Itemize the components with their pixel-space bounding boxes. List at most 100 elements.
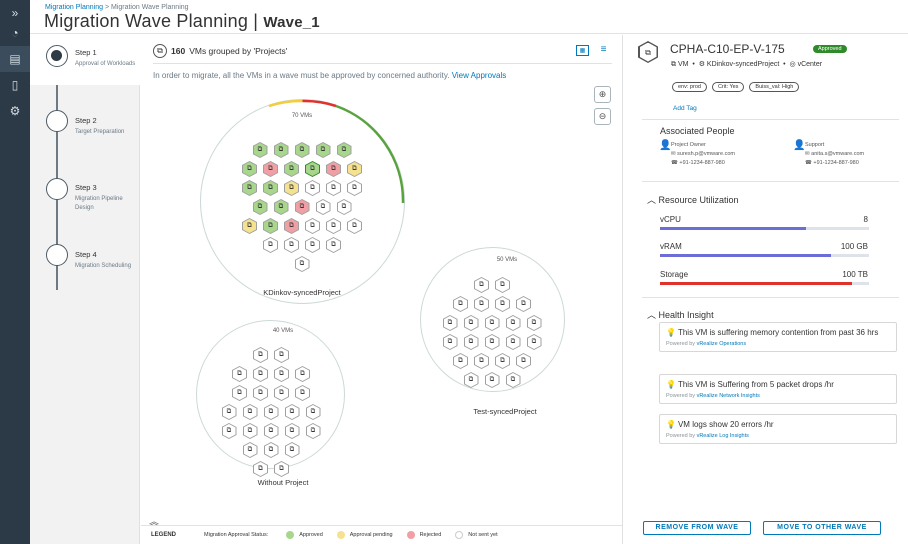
vm-hex[interactable]: ⧉ bbox=[453, 296, 468, 312]
tag-crit[interactable]: Crit: Yes bbox=[711, 82, 745, 92]
zoom-out-icon[interactable]: ⊖ bbox=[594, 108, 611, 125]
vm-hex[interactable]: ⧉ bbox=[463, 372, 479, 388]
vm-hex[interactable]: ⧉ bbox=[326, 237, 341, 253]
vm-hex[interactable]: ⧉ bbox=[495, 296, 510, 312]
vm-hex[interactable]: ⧉ bbox=[284, 180, 299, 196]
vm-hex[interactable]: ⧉ bbox=[263, 423, 279, 439]
vm-hex[interactable]: ⧉ bbox=[326, 161, 341, 177]
vm-hex[interactable]: ⧉ bbox=[284, 237, 299, 253]
cluster-kdinkov[interactable] bbox=[200, 99, 405, 304]
step-2[interactable]: Step 2 Target Preparation bbox=[30, 105, 140, 155]
vm-hex[interactable]: ⧉ bbox=[263, 442, 279, 458]
vm-hex[interactable]: ⧉ bbox=[242, 161, 257, 177]
vm-hex[interactable]: ⧉ bbox=[474, 353, 489, 369]
vm-hex[interactable]: ⧉ bbox=[253, 385, 268, 401]
expand-icon[interactable]: » bbox=[11, 6, 19, 20]
vm-hex[interactable]: ⧉ bbox=[295, 385, 310, 401]
vm-hex[interactable]: ⧉ bbox=[294, 142, 310, 158]
vrealize-network-link[interactable]: vRealize Network Insights bbox=[696, 393, 760, 399]
step-4[interactable]: Step 4 Migration Scheduling bbox=[30, 242, 140, 292]
remove-from-wave-button[interactable]: REMOVE FROM WAVE bbox=[643, 521, 751, 535]
vm-hex[interactable]: ⧉ bbox=[305, 218, 320, 234]
vrealize-operations-link[interactable]: vRealize Operations bbox=[696, 341, 747, 347]
vm-hex[interactable]: ⧉ bbox=[336, 142, 352, 158]
vm-hex[interactable]: ⧉ bbox=[263, 218, 278, 234]
vm-hex[interactable]: ⧉ bbox=[516, 296, 531, 312]
vm-hex[interactable]: ⧉ bbox=[484, 372, 500, 388]
vm-hex[interactable]: ⧉ bbox=[294, 256, 310, 272]
vm-hex[interactable]: ⧉ bbox=[347, 218, 362, 234]
vm-hex[interactable]: ⧉ bbox=[242, 218, 257, 234]
view-approvals-link[interactable]: View Approvals bbox=[451, 71, 507, 80]
vm-hex[interactable]: ⧉ bbox=[347, 161, 362, 177]
breadcrumb-parent[interactable]: Migration Planning bbox=[45, 4, 103, 11]
vm-hex[interactable]: ⧉ bbox=[284, 218, 299, 234]
vm-hex[interactable]: ⧉ bbox=[505, 334, 521, 350]
vm-hex[interactable]: ⧉ bbox=[242, 423, 258, 439]
vm-hex[interactable]: ⧉ bbox=[242, 404, 258, 420]
cluster-without-project[interactable] bbox=[196, 320, 345, 469]
vm-hex[interactable]: ⧉ bbox=[305, 423, 321, 439]
zoom-in-icon[interactable]: ⊕ bbox=[594, 86, 611, 103]
vm-hex[interactable]: ⧉ bbox=[253, 366, 268, 382]
vm-hex[interactable]: ⧉ bbox=[294, 199, 310, 215]
vm-hex[interactable]: ⧉ bbox=[336, 199, 352, 215]
vm-hex[interactable]: ⧉ bbox=[274, 461, 289, 477]
vm-hex[interactable]: ⧉ bbox=[284, 404, 300, 420]
grid-view-icon[interactable]: ▦ bbox=[576, 45, 589, 56]
vm-hex[interactable]: ⧉ bbox=[263, 180, 278, 196]
vm-hex[interactable]: ⧉ bbox=[516, 353, 531, 369]
vm-hex[interactable]: ⧉ bbox=[505, 315, 521, 331]
vm-hex[interactable]: ⧉ bbox=[463, 315, 479, 331]
vm-hex[interactable]: ⧉ bbox=[474, 277, 489, 293]
vm-hex[interactable]: ⧉ bbox=[274, 347, 289, 363]
vm-hex[interactable]: ⧉ bbox=[284, 423, 300, 439]
vm-hex[interactable]: ⧉ bbox=[484, 334, 500, 350]
vm-hex[interactable]: ⧉ bbox=[305, 404, 321, 420]
collapse-up-icon[interactable]: ︽ bbox=[149, 517, 159, 528]
vm-hex[interactable]: ⧉ bbox=[526, 315, 542, 331]
add-tag-link[interactable]: Add Tag bbox=[673, 105, 697, 112]
tag-buiss-val[interactable]: Buiss_val: High bbox=[749, 82, 800, 92]
vm-hex[interactable]: ⧉ bbox=[263, 404, 279, 420]
vm-hex[interactable]: ⧉ bbox=[242, 442, 258, 458]
document-icon[interactable]: ▯ bbox=[11, 78, 19, 92]
vm-hex[interactable]: ⧉ bbox=[495, 353, 510, 369]
vm-hex[interactable]: ⧉ bbox=[221, 404, 237, 420]
vm-hex[interactable]: ⧉ bbox=[263, 237, 278, 253]
vm-hex[interactable]: ⧉ bbox=[505, 372, 521, 388]
vm-hex[interactable]: ⧉ bbox=[442, 334, 458, 350]
vm-hex[interactable]: ⧉ bbox=[305, 237, 320, 253]
vm-hex[interactable]: ⧉ bbox=[242, 180, 257, 196]
vm-hex[interactable]: ⧉ bbox=[284, 161, 299, 177]
vm-hex[interactable]: ⧉ bbox=[495, 277, 510, 293]
step-1[interactable]: Step 1 Approval of Workloads bbox=[30, 35, 140, 85]
vm-hex[interactable]: ⧉ bbox=[232, 385, 247, 401]
step-3[interactable]: Step 3 Migration Pipeline Design bbox=[30, 175, 140, 225]
vm-hex[interactable]: ⧉ bbox=[305, 180, 320, 196]
dashboard-icon[interactable]: ◔ bbox=[11, 26, 19, 40]
health-insight-header[interactable]: ︿ Health Insight bbox=[647, 308, 714, 321]
vrealize-log-link[interactable]: vRealize Log Insights bbox=[696, 433, 749, 439]
vm-hex[interactable]: ⧉ bbox=[315, 142, 331, 158]
vm-hex[interactable]: ⧉ bbox=[326, 180, 341, 196]
vm-hex[interactable]: ⧉ bbox=[347, 180, 362, 196]
vm-hex[interactable]: ⧉ bbox=[274, 385, 289, 401]
vm-hex[interactable]: ⧉ bbox=[453, 353, 468, 369]
vm-hex[interactable]: ⧉ bbox=[252, 142, 268, 158]
vm-hex[interactable]: ⧉ bbox=[463, 334, 479, 350]
vm-hex[interactable]: ⧉ bbox=[253, 461, 268, 477]
vm-hex[interactable]: ⧉ bbox=[442, 315, 458, 331]
vm-hex[interactable]: ⧉ bbox=[274, 366, 289, 382]
vm-hex[interactable]: ⧉ bbox=[273, 199, 289, 215]
vm-hex[interactable]: ⧉ bbox=[295, 366, 310, 382]
list-view-icon[interactable]: ≡ bbox=[600, 44, 607, 55]
vm-hex[interactable]: ⧉ bbox=[221, 423, 237, 439]
vm-hex[interactable]: ⧉ bbox=[252, 199, 268, 215]
vm-hex[interactable]: ⧉ bbox=[263, 161, 278, 177]
cluster-test[interactable] bbox=[420, 247, 565, 392]
list-icon[interactable]: ▤ bbox=[0, 46, 30, 72]
vm-hex[interactable]: ⧉ bbox=[253, 347, 268, 363]
resource-utilization-header[interactable]: ︿ Resource Utilization bbox=[647, 193, 739, 206]
vm-hex[interactable]: ⧉ bbox=[273, 142, 289, 158]
